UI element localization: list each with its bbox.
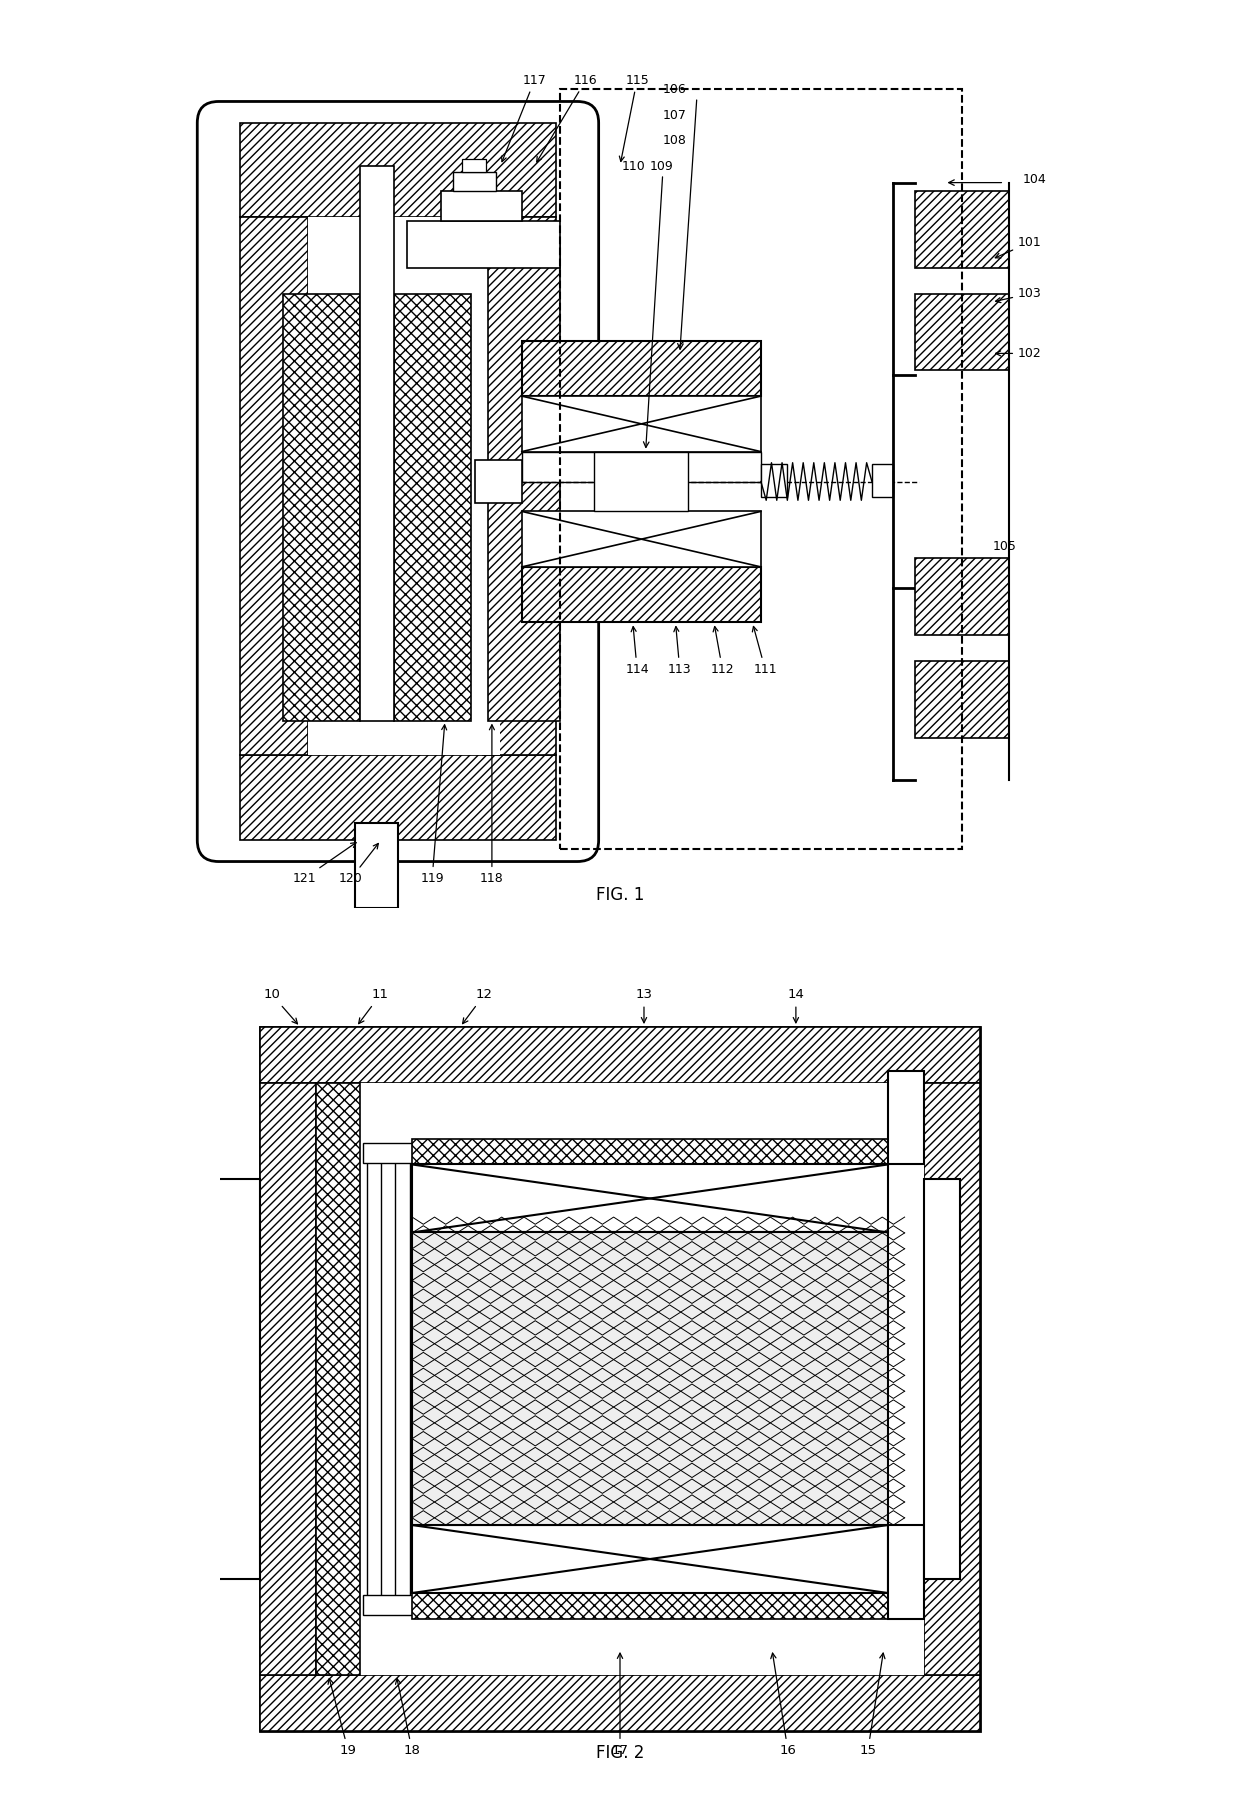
Bar xyxy=(484,216,556,754)
Bar xyxy=(260,1027,980,1083)
Bar xyxy=(260,1675,980,1730)
Text: 106: 106 xyxy=(662,84,687,96)
Bar xyxy=(888,1524,924,1619)
Bar xyxy=(915,558,1008,636)
Text: 101: 101 xyxy=(996,236,1042,258)
Bar xyxy=(440,191,522,222)
Bar xyxy=(522,452,761,482)
Text: 113: 113 xyxy=(668,627,692,676)
Bar xyxy=(356,823,398,908)
Bar xyxy=(454,173,496,191)
Text: 14: 14 xyxy=(787,988,805,1023)
Bar xyxy=(915,294,1008,371)
Text: 15: 15 xyxy=(859,1653,885,1757)
Text: 19: 19 xyxy=(329,1679,357,1757)
Bar xyxy=(241,216,309,754)
Bar xyxy=(412,1594,888,1619)
Text: 121: 121 xyxy=(293,843,356,885)
Bar xyxy=(522,396,761,452)
Text: 114: 114 xyxy=(625,627,649,676)
Bar xyxy=(412,1524,888,1594)
Bar xyxy=(241,754,556,839)
Bar xyxy=(924,1179,960,1579)
Text: 105: 105 xyxy=(992,540,1017,552)
Text: 10: 10 xyxy=(264,988,298,1023)
Bar xyxy=(260,1083,316,1675)
Text: 109: 109 xyxy=(650,160,673,173)
Text: FIG. 2: FIG. 2 xyxy=(595,1744,645,1762)
Bar xyxy=(309,216,501,754)
Bar xyxy=(915,661,1008,738)
Text: 103: 103 xyxy=(996,287,1042,303)
Bar xyxy=(560,89,961,849)
Bar xyxy=(412,1139,888,1165)
Bar xyxy=(360,165,393,721)
Bar xyxy=(475,460,522,503)
Bar xyxy=(241,124,556,216)
Text: 111: 111 xyxy=(753,627,777,676)
Text: 116: 116 xyxy=(537,74,598,162)
Bar xyxy=(915,191,1008,267)
Bar xyxy=(761,465,786,496)
Text: 110: 110 xyxy=(622,160,646,173)
Bar xyxy=(463,158,486,173)
Text: 119: 119 xyxy=(420,725,446,885)
Bar xyxy=(872,465,893,496)
Text: 18: 18 xyxy=(396,1679,420,1757)
Text: 16: 16 xyxy=(771,1653,796,1757)
Bar xyxy=(522,340,761,396)
Bar xyxy=(522,567,761,623)
Text: 12: 12 xyxy=(463,988,492,1023)
Text: 11: 11 xyxy=(358,988,388,1023)
Bar xyxy=(924,1083,980,1675)
Text: 117: 117 xyxy=(501,74,547,162)
Bar xyxy=(487,242,560,721)
Bar xyxy=(283,294,360,721)
Text: 17: 17 xyxy=(611,1653,629,1757)
Bar xyxy=(407,222,560,267)
Text: 102: 102 xyxy=(996,347,1042,360)
Text: 104: 104 xyxy=(1022,173,1047,185)
Text: FIG. 1: FIG. 1 xyxy=(595,887,645,905)
FancyBboxPatch shape xyxy=(197,102,599,861)
Text: 120: 120 xyxy=(339,843,378,885)
Text: 107: 107 xyxy=(662,109,687,122)
Text: 13: 13 xyxy=(635,988,652,1023)
Bar xyxy=(393,294,470,721)
Bar xyxy=(172,1179,260,1579)
Bar xyxy=(412,1165,888,1232)
Bar xyxy=(412,1232,888,1524)
Text: 112: 112 xyxy=(711,627,734,676)
Text: 108: 108 xyxy=(662,134,687,147)
Bar xyxy=(260,1027,980,1730)
Bar xyxy=(522,511,761,567)
Text: 115: 115 xyxy=(619,74,649,162)
Bar xyxy=(362,1143,443,1163)
Text: 118: 118 xyxy=(480,725,503,885)
Bar xyxy=(888,1070,924,1165)
Bar xyxy=(316,1083,924,1675)
Bar xyxy=(316,1083,360,1675)
Bar xyxy=(594,452,688,511)
Bar xyxy=(362,1595,443,1615)
